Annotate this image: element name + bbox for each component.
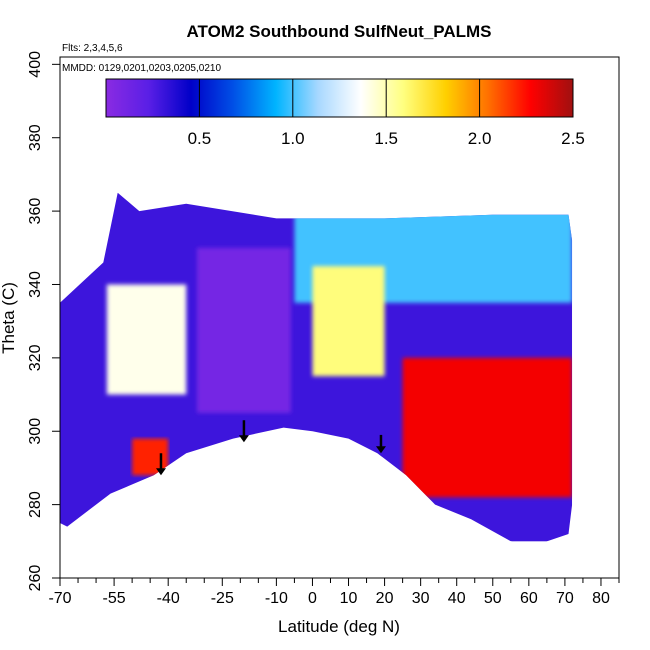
y-tick-label: 400	[27, 51, 44, 78]
x-tick-label: 50	[484, 590, 502, 607]
y-axis-label: Theta (C)	[0, 282, 18, 354]
y-tick-label: 320	[27, 344, 44, 371]
heatmap-region	[197, 247, 291, 413]
heatmap-field	[60, 192, 573, 542]
x-tick-label: -10	[265, 590, 288, 607]
x-tick-label: 80	[592, 590, 610, 607]
colorbar-tick-label: 1.0	[281, 129, 305, 148]
x-tick-label: 30	[412, 590, 430, 607]
x-tick-label: 20	[376, 590, 394, 607]
heatmap-region	[402, 357, 573, 498]
colorbar-tick-label: 0.5	[188, 129, 212, 148]
colorbar-tick-label: 1.5	[374, 129, 398, 148]
x-axis: -70 -55 -40 -25 -10 0 10 20 30 40 50 60 70 80	[48, 578, 620, 607]
arrow-head	[375, 446, 386, 454]
y-axis: 260 280 300 320 340 360 380 400	[27, 51, 60, 591]
dates-note: MMDD: 0129,0201,0203,0205,0210	[62, 63, 221, 74]
heatmap-region	[312, 266, 385, 377]
arrow-head	[155, 468, 166, 476]
y-tick-label: 360	[27, 198, 44, 225]
colorbar-ticks: 0.5 1.0 1.5 2.0 2.5	[188, 79, 585, 148]
heatmap-region	[106, 284, 187, 395]
y-tick-label: 380	[27, 124, 44, 151]
colorbar-tick-label: 2.5	[561, 129, 585, 148]
chart-title: ATOM2 Southbound SulfNeut_PALMS	[186, 22, 491, 41]
x-tick-label: 70	[556, 590, 574, 607]
x-tick-label: -40	[157, 590, 180, 607]
x-tick-label: -70	[48, 590, 71, 607]
y-tick-label: 300	[27, 418, 44, 445]
x-tick-label: 40	[448, 590, 466, 607]
x-tick-label: 0	[308, 590, 317, 607]
x-tick-label: 60	[520, 590, 538, 607]
flights-note: Flts: 2,3,4,5,6	[62, 43, 123, 54]
colorbar	[105, 78, 574, 118]
plot-frame	[59, 56, 620, 579]
x-tick-label: -25	[211, 590, 234, 607]
arrow-markers	[155, 420, 386, 476]
x-tick-label: 10	[340, 590, 358, 607]
y-tick-label: 340	[27, 271, 44, 298]
y-tick-label: 260	[27, 565, 44, 592]
y-tick-label: 280	[27, 491, 44, 518]
colorbar-tick-label: 2.0	[468, 129, 492, 148]
arrow-head	[238, 435, 249, 443]
x-axis-label: Latitude (deg N)	[278, 617, 400, 636]
x-tick-label: -55	[103, 590, 126, 607]
